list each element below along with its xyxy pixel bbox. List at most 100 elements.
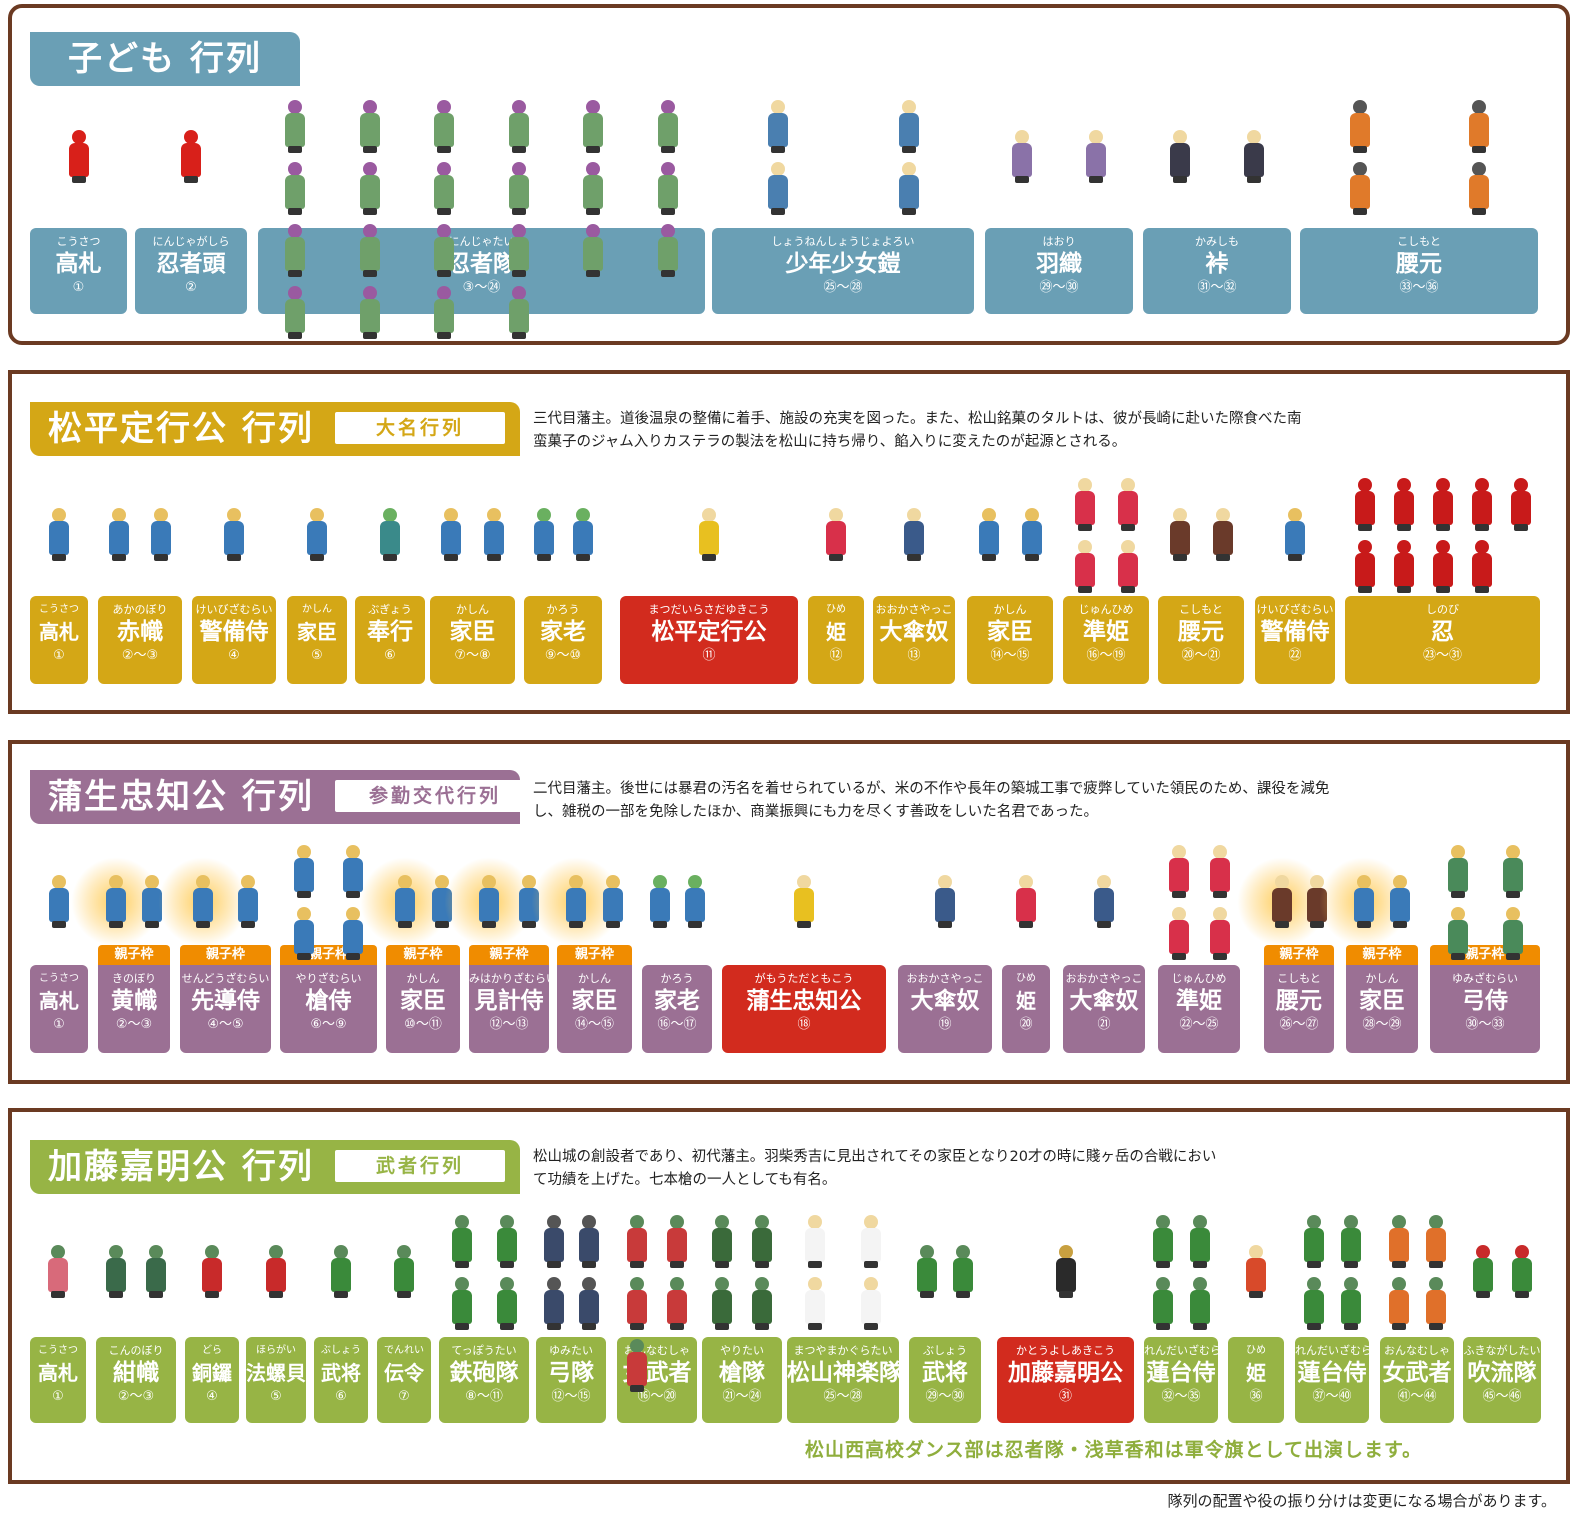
procession-figure-icon xyxy=(496,1215,518,1269)
procession-figure-icon xyxy=(898,162,920,216)
kids-role-box: しょうねんしょうじょよろい 少年少女鎧 ㉕〜㉘ xyxy=(712,228,974,314)
role-name: 法螺貝 xyxy=(246,1361,306,1385)
role-number: ④ xyxy=(206,1389,218,1404)
role-reading: あかのぼり xyxy=(112,603,168,616)
role-reading: せんどうざむらい xyxy=(181,972,270,985)
role-number: ㉒〜㉕ xyxy=(1179,1017,1219,1032)
role-number: ⑯〜⑳ xyxy=(637,1389,677,1404)
procession-figure-icon xyxy=(451,1215,473,1269)
role-name: 家臣 xyxy=(449,619,496,645)
procession-figure-icon xyxy=(1468,100,1490,154)
procession-figure-icon xyxy=(767,162,789,216)
role-number: ㉑〜㉔ xyxy=(722,1389,762,1404)
procession-figure-icon xyxy=(565,875,587,929)
procession-figure-icon xyxy=(1271,875,1293,929)
role-number: ⑦ xyxy=(398,1389,410,1404)
role-reading: こうさつ xyxy=(39,604,79,615)
role-reading: ほらがい xyxy=(256,1345,296,1356)
matsudaira-role-box: あかのぼり 赤幟 ②〜③ xyxy=(98,596,182,684)
role-number: ②〜③ xyxy=(121,648,159,663)
role-name: 羽織 xyxy=(1036,251,1082,277)
role-reading: おんなむしゃ xyxy=(1384,1344,1450,1357)
oyako-tag: 親子枠 xyxy=(98,945,170,965)
procession-figure-icon xyxy=(578,1215,600,1269)
role-reading: ひめ xyxy=(826,604,846,615)
procession-figure-icon xyxy=(1212,508,1234,562)
procession-figure-icon xyxy=(68,130,90,184)
katou-title: かとうよしあき 加藤嘉明公 行列 武者行列 xyxy=(30,1122,520,1194)
procession-figure-icon xyxy=(1117,540,1139,594)
procession-figure-icon xyxy=(602,875,624,929)
matsudaira-title-text: 松平定行公 行列 xyxy=(48,409,314,449)
role-name: 加藤嘉明公 xyxy=(1008,1360,1123,1386)
procession-figure-icon xyxy=(440,508,462,562)
procession-figure-icon xyxy=(293,845,315,899)
procession-figure-icon xyxy=(508,286,530,340)
role-reading: こしもと xyxy=(1277,972,1321,985)
gamou-role-box: やりざむらい 槍侍 ⑥〜⑨ xyxy=(280,965,377,1053)
role-name: 姫 xyxy=(1016,989,1036,1013)
procession-figure-icon xyxy=(496,1277,518,1331)
role-reading: ゆみたい xyxy=(549,1344,593,1357)
procession-figure-icon xyxy=(284,162,306,216)
procession-figure-icon xyxy=(1472,1245,1494,1299)
procession-figure-icon xyxy=(1468,162,1490,216)
role-number: ④ xyxy=(228,648,240,663)
role-reading: てっぽうたい xyxy=(451,1344,517,1357)
role-name: 家臣 xyxy=(1359,988,1405,1014)
procession-figure-icon xyxy=(145,1245,167,1299)
role-name: 腰元 xyxy=(1396,251,1442,277)
role-number: ㉖〜㉗ xyxy=(1279,1017,1319,1032)
role-number: ㉘〜㉙ xyxy=(1362,1017,1402,1032)
role-number: ㉕〜㉘ xyxy=(823,280,863,295)
matsudaira-role-box: おおかさやっこ 大傘奴 ⑬ xyxy=(873,596,955,684)
role-reading: しょうねんしょうじょよろい xyxy=(771,235,915,248)
procession-figure-icon xyxy=(105,875,127,929)
procession-figure-icon xyxy=(1502,845,1524,899)
role-number: ②〜③ xyxy=(117,1389,155,1404)
role-number: ㉛ xyxy=(1058,1389,1072,1404)
procession-figure-icon xyxy=(306,508,328,562)
procession-figure-icon xyxy=(952,1245,974,1299)
role-number: ⑭〜⑮ xyxy=(990,648,1030,663)
procession-figure-icon xyxy=(657,224,679,278)
role-number: ⑧〜⑪ xyxy=(465,1389,503,1404)
procession-figure-icon xyxy=(433,162,455,216)
procession-figure-icon xyxy=(394,875,416,929)
role-number: ① xyxy=(72,280,85,295)
matsudaira-role-box: かしん 家臣 ⑤ xyxy=(287,596,347,684)
kids-role-box: にんじゃたい 忍者隊 ③〜㉔ xyxy=(258,228,705,314)
matsudaira-subtitle: 大名行列 xyxy=(335,412,505,444)
role-number: ㉓〜㉛ xyxy=(1422,648,1462,663)
procession-figure-icon xyxy=(978,508,1000,562)
role-reading: やりざむらい xyxy=(295,972,362,985)
procession-figure-icon xyxy=(1169,130,1191,184)
katou-role-box: れんだいざむらい 蓮台侍 ㉜〜㉟ xyxy=(1144,1337,1232,1423)
role-number: ① xyxy=(53,648,65,663)
gamou-role-box: きのぼり 黄幟 ②〜③ xyxy=(98,965,170,1053)
procession-figure-icon xyxy=(626,1215,648,1269)
procession-figure-icon xyxy=(180,130,202,184)
procession-figure-icon xyxy=(1354,540,1376,594)
procession-figure-icon xyxy=(582,100,604,154)
role-name: 大傘奴 xyxy=(910,988,980,1014)
kids-role-box: はおり 羽織 ㉙〜㉚ xyxy=(985,228,1133,314)
procession-figure-icon xyxy=(1388,1215,1410,1269)
role-number: ⑩〜⑪ xyxy=(404,1017,442,1032)
role-name: 武将 xyxy=(922,1360,968,1386)
procession-figure-icon xyxy=(293,907,315,961)
kids-role-box: こしもと 腰元 ㉝〜㊱ xyxy=(1300,228,1538,314)
katou-role-box: やりたい 槍隊 ㉑〜㉔ xyxy=(702,1337,782,1423)
role-reading: みはかりざむらい xyxy=(469,972,557,985)
procession-figure-icon xyxy=(1074,478,1096,532)
matsudaira-role-box: じゅんひめ 準姫 ⑯〜⑲ xyxy=(1063,596,1149,684)
role-number: ㉝〜㊱ xyxy=(1399,280,1439,295)
procession-figure-icon xyxy=(1189,1215,1211,1269)
procession-figure-icon xyxy=(582,162,604,216)
kids-title: こども 子ども 行列 xyxy=(30,14,300,86)
role-name: 槍隊 xyxy=(719,1360,765,1386)
role-reading: かしん xyxy=(578,972,611,985)
gamou-role-box: かしん 家臣 ⑩〜⑪ xyxy=(386,965,460,1053)
procession-figure-icon xyxy=(1117,478,1139,532)
